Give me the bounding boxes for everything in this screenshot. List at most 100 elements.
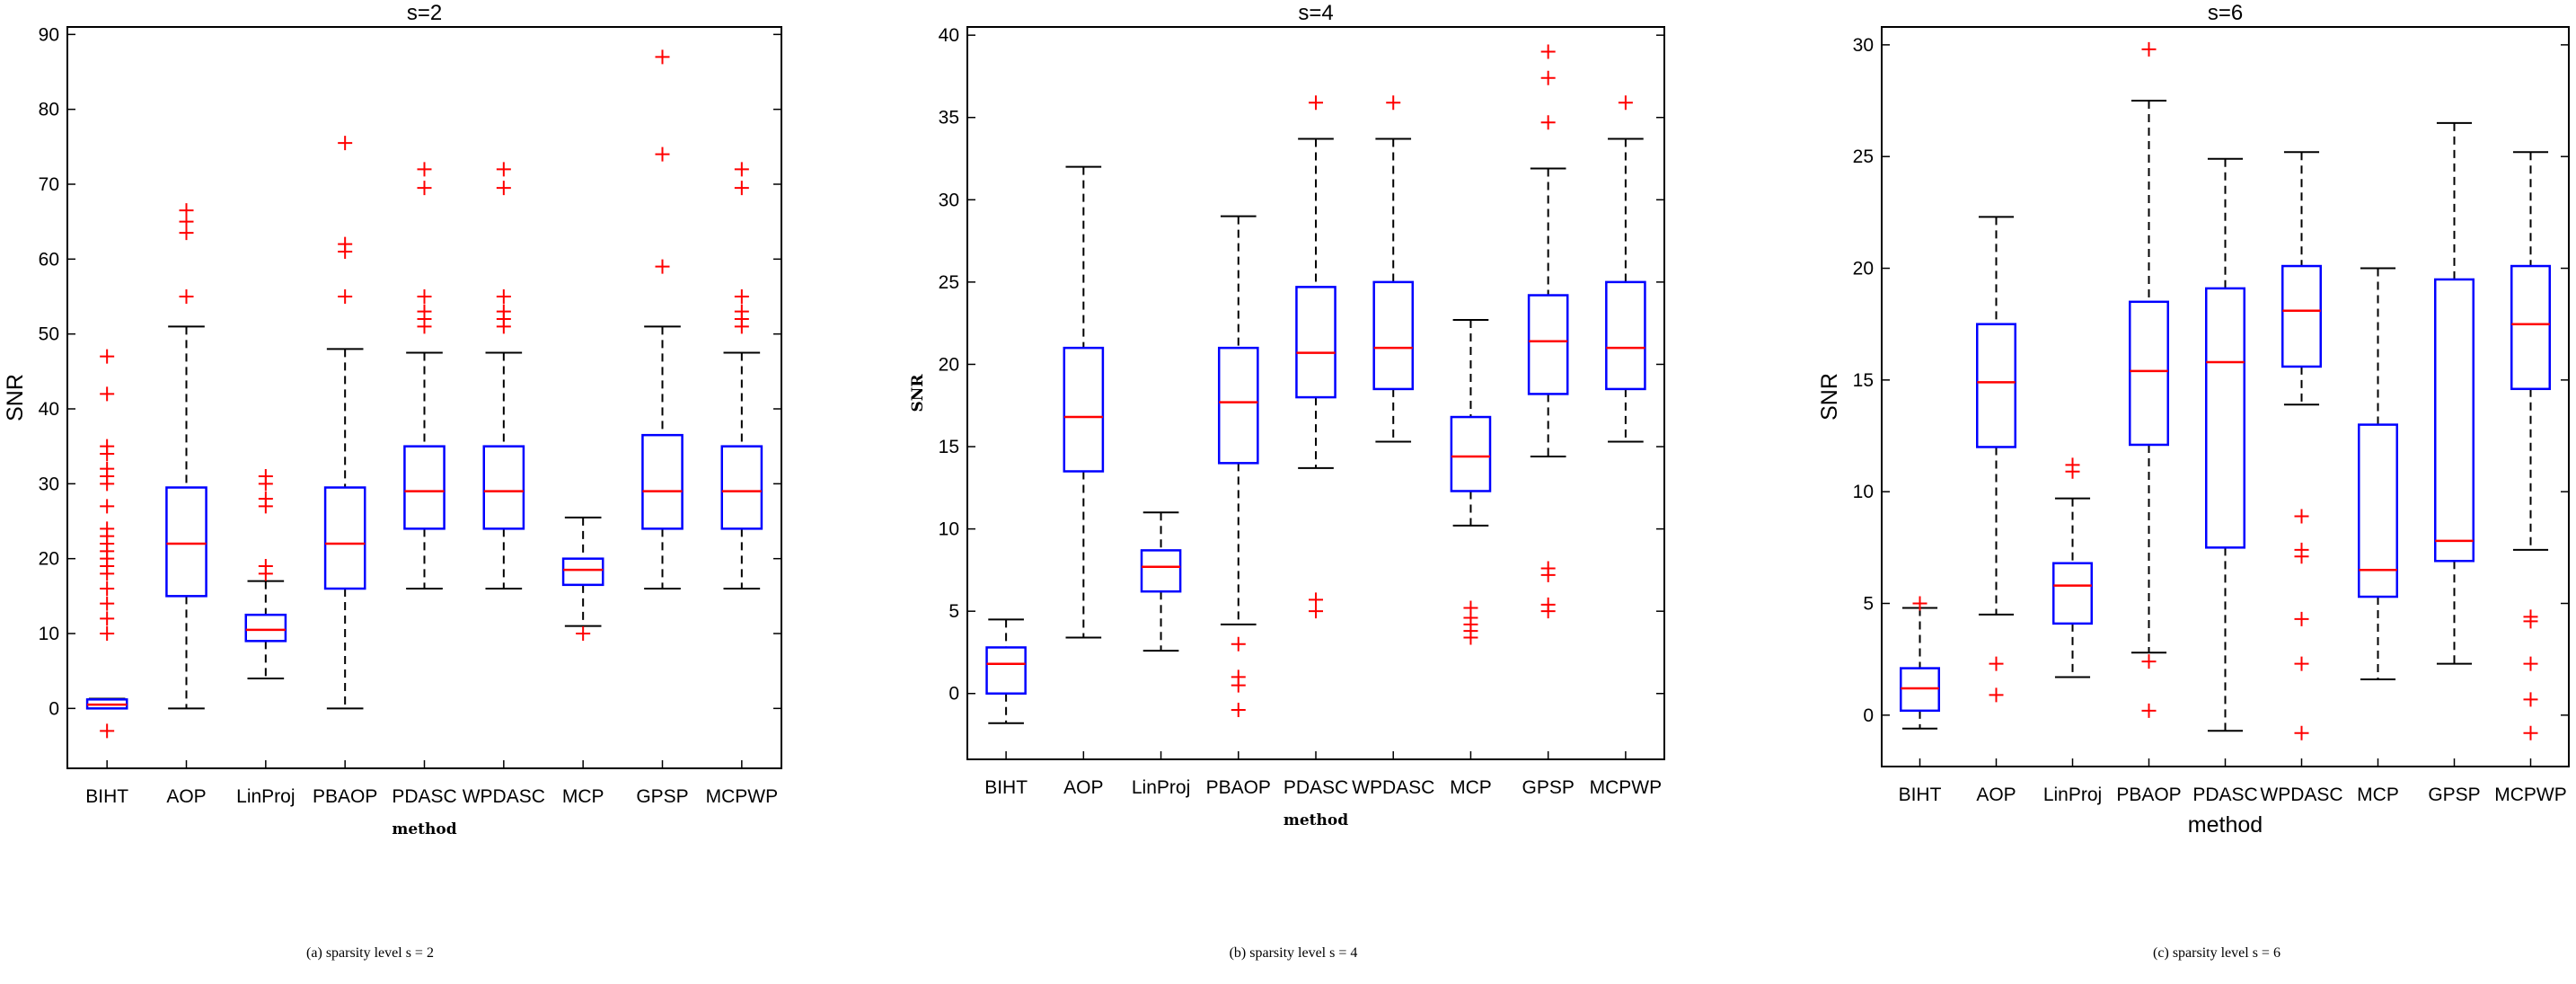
box-aop bbox=[1063, 165, 1105, 639]
caption-c-var: s bbox=[2253, 945, 2258, 961]
y-tick-label: 0 bbox=[948, 684, 959, 705]
y-axis-label: SNR bbox=[1817, 373, 1842, 421]
outlier-marker bbox=[1618, 95, 1633, 111]
caption-b-var: s bbox=[1329, 945, 1335, 961]
box-pdasc bbox=[1295, 95, 1337, 619]
box-pbaop bbox=[1217, 215, 1259, 718]
y-tick-label: 20 bbox=[1853, 259, 1874, 279]
outlier-marker bbox=[100, 581, 115, 596]
outlier-marker bbox=[2294, 542, 2309, 557]
box-iqr bbox=[482, 445, 525, 530]
box-biht bbox=[985, 618, 1027, 724]
box-iqr bbox=[2358, 423, 2398, 598]
outlier-marker bbox=[417, 181, 432, 196]
y-axis-label: SNR bbox=[909, 374, 927, 412]
x-tick-label: PBAOP bbox=[2116, 785, 2181, 805]
outlier-marker bbox=[655, 146, 670, 162]
box-iqr bbox=[1450, 415, 1492, 492]
outlier-marker bbox=[1989, 687, 2004, 703]
x-axis-label: method bbox=[392, 820, 456, 838]
outlier-marker bbox=[338, 289, 353, 304]
box-linproj bbox=[1140, 511, 1182, 652]
box-pbaop bbox=[323, 136, 366, 710]
x-tick-label: PDASC bbox=[1284, 777, 1348, 798]
outlier-marker bbox=[2523, 725, 2538, 740]
outlier-marker bbox=[100, 521, 115, 536]
box-iqr bbox=[720, 445, 763, 530]
outlier-marker bbox=[1540, 70, 1556, 85]
x-tick-label: MCPWP bbox=[1590, 777, 1663, 798]
box-iqr bbox=[2510, 264, 2551, 391]
caption-c-text: sparsity level bbox=[2169, 945, 2253, 961]
x-tick-label: WPDASC bbox=[2260, 785, 2342, 805]
box-mcpwp bbox=[720, 162, 763, 590]
x-tick-label: WPDASC bbox=[1352, 777, 1434, 798]
outlier-marker bbox=[1309, 592, 1323, 607]
panel-c: s=6 0 5 10 15 20 25 30 SNR BIHT AOP LinProj PBAOP PDA… bbox=[1817, 1, 2570, 838]
box-wpdasc bbox=[482, 162, 525, 590]
box-biht bbox=[85, 349, 128, 739]
caption-b-text: sparsity level bbox=[1246, 945, 1329, 961]
x-tick-label: WPDASC bbox=[463, 786, 545, 807]
box-iqr bbox=[403, 445, 446, 530]
panel-b: s=4 0 5 10 15 20 25 30 35 40 SNR BIHT AOP LinProj PBAO… bbox=[909, 1, 1665, 829]
outlier-marker bbox=[179, 203, 194, 218]
x-tick-label: AOP bbox=[1063, 777, 1103, 798]
outlier-marker bbox=[1231, 703, 1246, 718]
outlier-marker bbox=[2141, 703, 2157, 718]
outlier-marker bbox=[100, 439, 115, 454]
y-tick-label: 10 bbox=[939, 519, 959, 540]
box-iqr bbox=[323, 486, 366, 590]
x-tick-label: BIHT bbox=[984, 777, 1028, 798]
box-pdasc bbox=[2205, 157, 2245, 732]
outlier-marker bbox=[179, 289, 194, 304]
outlier-marker bbox=[417, 289, 432, 304]
box-iqr bbox=[1976, 323, 2016, 448]
outlier-marker bbox=[417, 162, 432, 177]
box-iqr bbox=[2281, 264, 2322, 368]
y-tick-label: 25 bbox=[939, 272, 959, 293]
caption-a-letter: (a) bbox=[306, 945, 322, 961]
outlier-marker bbox=[100, 626, 115, 641]
outlier-marker bbox=[1540, 597, 1556, 612]
box-iqr bbox=[1372, 280, 1415, 391]
box-mcp bbox=[561, 516, 604, 641]
y-tick-label: 35 bbox=[939, 108, 959, 129]
outlier-marker bbox=[1386, 95, 1401, 111]
x-tick-label: MCPWP bbox=[706, 786, 779, 807]
x-tick-label: GPSP bbox=[1522, 777, 1574, 798]
outlier-marker bbox=[655, 49, 670, 65]
y-tick-label: 10 bbox=[39, 624, 59, 644]
outlier-marker bbox=[100, 611, 115, 626]
outlier-marker bbox=[258, 559, 273, 573]
outlier-marker bbox=[576, 626, 591, 641]
x-tick-label: PDASC bbox=[392, 786, 456, 807]
outlier-marker bbox=[1463, 600, 1478, 616]
outlier-marker bbox=[2523, 692, 2538, 707]
caption-a-text: sparsity level bbox=[322, 945, 406, 961]
outlier-marker bbox=[1912, 596, 1928, 611]
x-tick-label: LinProj bbox=[236, 786, 295, 807]
x-tick-label: BIHT bbox=[1899, 785, 1942, 805]
outlier-marker bbox=[734, 289, 749, 304]
caption-c: (c) sparsity level s = 6 bbox=[2153, 945, 2280, 961]
y-tick-label: 40 bbox=[39, 399, 59, 420]
y-tick-label: 30 bbox=[39, 474, 59, 494]
outlier-marker bbox=[496, 162, 511, 177]
outlier-marker bbox=[100, 596, 115, 611]
outlier-marker bbox=[1540, 44, 1556, 59]
outlier-marker bbox=[2141, 654, 2157, 669]
outlier-marker bbox=[258, 492, 273, 506]
outlier-marker bbox=[100, 499, 115, 514]
outlier-marker bbox=[2294, 611, 2309, 626]
box-iqr bbox=[165, 486, 207, 598]
box-mcpwp bbox=[1605, 95, 1646, 443]
y-tick-label: 30 bbox=[939, 190, 959, 210]
x-tick-label: MCP bbox=[562, 786, 604, 807]
outlier-marker bbox=[1231, 636, 1246, 652]
caption-c-letter: (c) bbox=[2153, 945, 2169, 961]
y-tick-label: 50 bbox=[39, 324, 59, 345]
x-tick-label: AOP bbox=[1976, 785, 2016, 805]
box-wpdasc bbox=[2281, 151, 2322, 740]
